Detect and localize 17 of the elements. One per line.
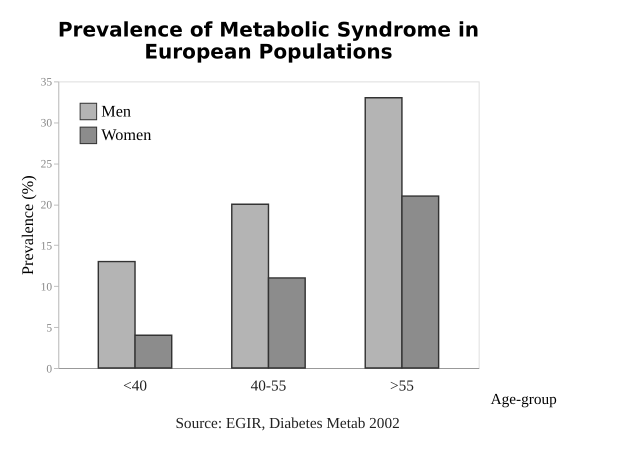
x-tick-label: <40 bbox=[123, 377, 148, 394]
y-tick-label: 0 bbox=[46, 363, 52, 376]
y-tick-label: 15 bbox=[40, 240, 52, 252]
source-note: Source: EGIR, Diabetes Metab 2002 bbox=[175, 415, 400, 432]
legend-label: Women bbox=[101, 126, 152, 144]
legend-label: Men bbox=[101, 102, 132, 120]
x-axis-title: Age-group bbox=[490, 390, 558, 408]
y-tick-label: 30 bbox=[40, 118, 52, 130]
y-axis-title: Prevalence (%) bbox=[18, 175, 37, 275]
y-tick-label: 20 bbox=[40, 200, 52, 212]
y-tick-label: 10 bbox=[40, 281, 52, 294]
y-tick-label: 25 bbox=[40, 158, 52, 171]
text: Prevalence of Metabolic Syndrome in bbox=[58, 17, 480, 42]
x-tick-label: 40-55 bbox=[250, 377, 287, 394]
x-tick-label: >55 bbox=[390, 377, 414, 394]
y-tick-label: 5 bbox=[46, 322, 52, 334]
y-tick-label: 35 bbox=[40, 76, 52, 89]
